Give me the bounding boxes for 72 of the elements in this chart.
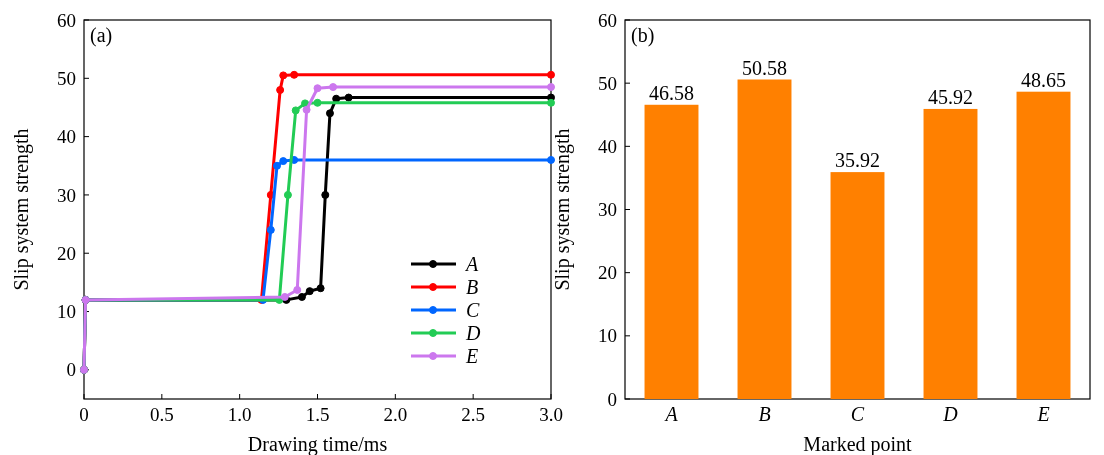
x-tick-label: B bbox=[758, 403, 771, 425]
x-tick-label: 0 bbox=[79, 404, 89, 425]
y-tick-label: 10 bbox=[57, 301, 76, 323]
bar bbox=[737, 79, 792, 399]
data-label: 48.65 bbox=[1021, 68, 1066, 91]
bar bbox=[923, 108, 978, 399]
legend-label: B bbox=[466, 276, 479, 298]
point bbox=[547, 70, 555, 79]
x-tick-label: 1.5 bbox=[305, 404, 330, 425]
x-axis-title: Marked point bbox=[803, 433, 913, 455]
y-tick-label: 60 bbox=[57, 9, 76, 31]
chart-title: (a) bbox=[90, 24, 113, 47]
x-tick-label: C bbox=[850, 403, 865, 425]
x-axis-title: Drawing time/ms bbox=[247, 433, 388, 455]
point bbox=[293, 285, 302, 294]
point bbox=[302, 105, 311, 114]
legend-label: A bbox=[464, 253, 479, 275]
point bbox=[301, 99, 310, 108]
y-tick-label: 40 bbox=[598, 135, 617, 157]
y-tick-label: 30 bbox=[598, 199, 617, 221]
point bbox=[297, 292, 306, 301]
y-axis-title: Slip system strength bbox=[551, 128, 574, 291]
point bbox=[273, 161, 282, 170]
y-tick-label: 40 bbox=[57, 126, 76, 148]
x-tick-label: 3.0 bbox=[539, 404, 563, 425]
legend-label: E bbox=[465, 345, 479, 367]
point bbox=[313, 84, 322, 93]
y-tick-label: 60 bbox=[598, 9, 617, 31]
x-tick-label: A bbox=[663, 403, 679, 425]
data-label: 35.92 bbox=[835, 149, 880, 172]
point bbox=[332, 94, 341, 103]
x-tick-label: 2.0 bbox=[383, 404, 408, 425]
point bbox=[291, 106, 300, 115]
bar bbox=[1016, 91, 1071, 399]
data-label: 46.58 bbox=[649, 81, 694, 104]
x-tick-label: 1.0 bbox=[227, 404, 252, 425]
legend-label: D bbox=[465, 322, 481, 344]
point bbox=[547, 83, 555, 92]
y-axis-title: Slip system strength bbox=[10, 128, 33, 291]
y-tick-label: 10 bbox=[598, 325, 617, 347]
x-tick-label: D bbox=[942, 403, 959, 425]
y-tick-label: 20 bbox=[598, 262, 617, 284]
point bbox=[344, 93, 353, 102]
y-tick-label: 30 bbox=[57, 184, 76, 206]
point bbox=[283, 190, 292, 199]
point bbox=[316, 284, 325, 293]
y-tick-label: 50 bbox=[57, 67, 76, 89]
x-tick-label: E bbox=[1036, 403, 1050, 425]
point bbox=[321, 190, 330, 199]
bar bbox=[830, 172, 885, 399]
data-label: 50.58 bbox=[742, 56, 787, 79]
point bbox=[547, 98, 555, 107]
point bbox=[305, 287, 314, 296]
chart-title: (b) bbox=[631, 24, 655, 47]
y-tick-label: 0 bbox=[66, 359, 76, 381]
y-tick-label: 0 bbox=[607, 388, 617, 410]
bar bbox=[644, 104, 699, 399]
x-tick-label: 0.5 bbox=[149, 404, 174, 425]
x-tick-label: 2.5 bbox=[461, 404, 486, 425]
legend-label: C bbox=[466, 299, 480, 321]
point bbox=[279, 71, 288, 80]
point bbox=[547, 155, 555, 164]
y-tick-label: 20 bbox=[57, 242, 76, 264]
point bbox=[329, 83, 338, 92]
point bbox=[266, 225, 275, 234]
point bbox=[290, 70, 299, 79]
point bbox=[325, 109, 334, 118]
point bbox=[313, 98, 322, 107]
point bbox=[276, 85, 285, 94]
data-label: 45.92 bbox=[928, 85, 973, 108]
y-tick-label: 50 bbox=[598, 72, 617, 94]
point bbox=[279, 157, 288, 166]
